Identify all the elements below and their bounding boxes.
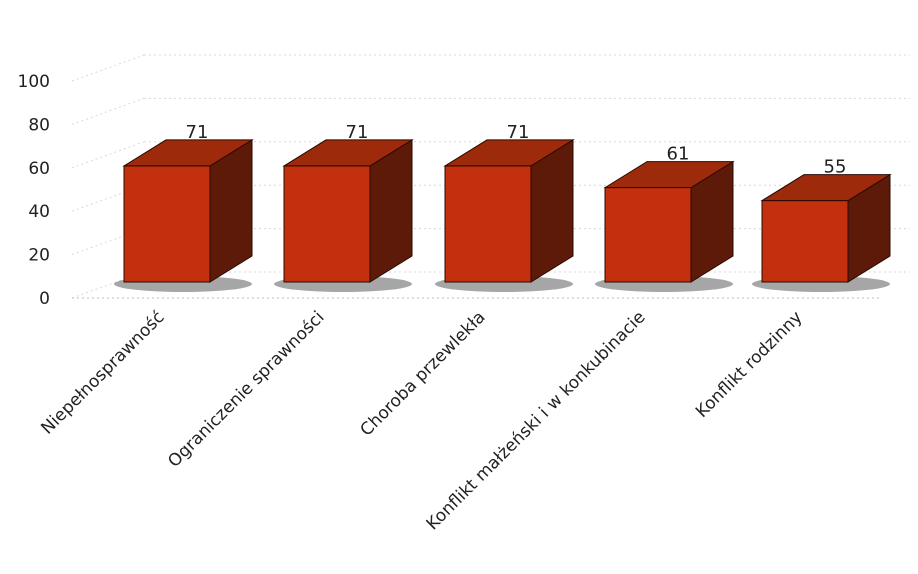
bar xyxy=(752,173,892,292)
y-tick-label: 20 xyxy=(28,246,50,266)
x-tick-label: Konflikt rodzinny xyxy=(692,307,806,421)
bar-front-face xyxy=(283,165,371,283)
data-label: 55 xyxy=(824,157,847,178)
grid-side-line xyxy=(71,54,145,82)
bars xyxy=(114,139,892,292)
y-tick-label: 0 xyxy=(39,289,50,309)
x-tick-label: Niepełnosprawność xyxy=(37,307,168,438)
data-labels: 71 71 71 61 55 xyxy=(186,122,847,178)
x-tick-label: Ograniczenie sprawności xyxy=(164,307,328,471)
bar-front-face xyxy=(444,165,532,283)
data-label: 61 xyxy=(667,144,690,165)
data-label: 71 xyxy=(346,122,369,143)
bar xyxy=(274,139,414,292)
bar xyxy=(435,139,575,292)
bar xyxy=(595,160,735,292)
data-label: 71 xyxy=(507,122,530,143)
y-tick-label: 40 xyxy=(28,202,50,222)
y-axis: 0 20 40 60 80 100 xyxy=(18,72,50,309)
grid-side-line xyxy=(71,97,145,125)
data-label: 71 xyxy=(186,122,209,143)
bar-front-face xyxy=(761,200,849,283)
y-tick-label: 60 xyxy=(28,159,50,179)
x-tick-label: Choroba przewlekła xyxy=(357,307,490,440)
bar xyxy=(114,139,254,292)
y-tick-label: 100 xyxy=(18,72,50,92)
bar-front-face xyxy=(604,187,692,283)
bar-front-face xyxy=(123,165,211,283)
y-tick-label: 80 xyxy=(28,115,50,135)
